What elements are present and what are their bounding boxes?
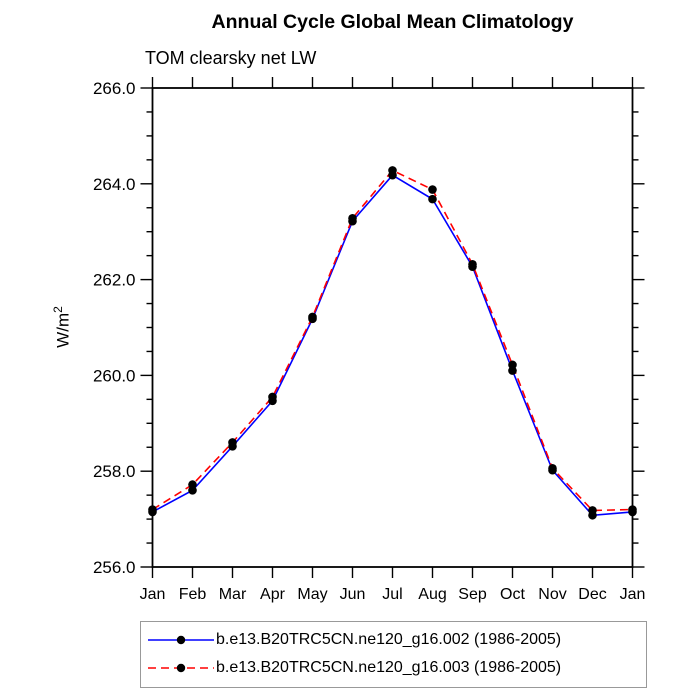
x-tick-label: Jul	[382, 586, 402, 603]
x-tick-label: May	[297, 586, 327, 603]
x-tick-label: Aug	[418, 586, 446, 603]
data-point-marker	[428, 185, 437, 194]
y-tick-label: 264.0	[93, 175, 136, 194]
y-tick-label: 262.0	[93, 271, 136, 290]
legend-sample-red-dashed	[148, 663, 214, 673]
x-tick-label: Nov	[538, 586, 566, 603]
x-tick-label: Jan	[140, 586, 166, 603]
x-tick-label: Feb	[179, 586, 207, 603]
y-tick-label: 258.0	[93, 462, 136, 481]
legend-label-003: b.e13.B20TRC5CN.ne120_g16.003 (1986-2005…	[216, 659, 562, 676]
legend-entry-003: b.e13.B20TRC5CN.ne120_g16.003 (1986-2005…	[141, 654, 646, 682]
legend-marker-dot	[176, 663, 186, 673]
legend: b.e13.B20TRC5CN.ne120_g16.002 (1986-2005…	[140, 621, 647, 688]
legend-label-002: b.e13.B20TRC5CN.ne120_g16.002 (1986-2005…	[216, 631, 562, 648]
x-tick-label: Oct	[500, 586, 525, 603]
x-tick-label: Apr	[260, 586, 286, 603]
legend-sample-blue-solid	[148, 635, 214, 645]
series-line-red-dashed	[152, 169, 633, 512]
y-tick-label: 256.0	[93, 558, 136, 577]
data-point-marker	[348, 213, 357, 223]
data-point-marker	[228, 438, 237, 447]
data-point-marker	[308, 312, 317, 322]
legend-entry-002: b.e13.B20TRC5CN.ne120_g16.002 (1986-2005…	[141, 626, 646, 654]
data-point-marker	[468, 259, 477, 269]
y-tick-label: 266.0	[93, 79, 136, 98]
data-point-marker	[188, 480, 197, 489]
data-point-marker	[268, 392, 277, 402]
chart-subtitle: TOM clearsky net LW	[145, 48, 317, 68]
legend-marker-dot	[176, 635, 186, 645]
x-tick-label: Sep	[458, 586, 487, 603]
x-tick-label: Jan	[620, 586, 646, 603]
plot-frame	[151, 87, 634, 568]
x-tick-label: Jun	[340, 586, 366, 603]
series-line-blue-solid	[152, 174, 633, 517]
y-tick-label: 260.0	[93, 366, 136, 385]
data-point-marker	[388, 166, 397, 175]
x-tick-label: Mar	[219, 586, 247, 603]
data-point-marker	[548, 464, 557, 473]
data-point-marker	[588, 506, 597, 515]
data-point-marker	[428, 194, 437, 204]
x-tick-label: Dec	[578, 586, 606, 603]
data-point-marker	[148, 505, 157, 514]
chart-title: Annual Cycle Global Mean Climatology	[211, 11, 574, 33]
data-point-marker	[508, 360, 517, 370]
data-point-marker	[628, 505, 637, 514]
